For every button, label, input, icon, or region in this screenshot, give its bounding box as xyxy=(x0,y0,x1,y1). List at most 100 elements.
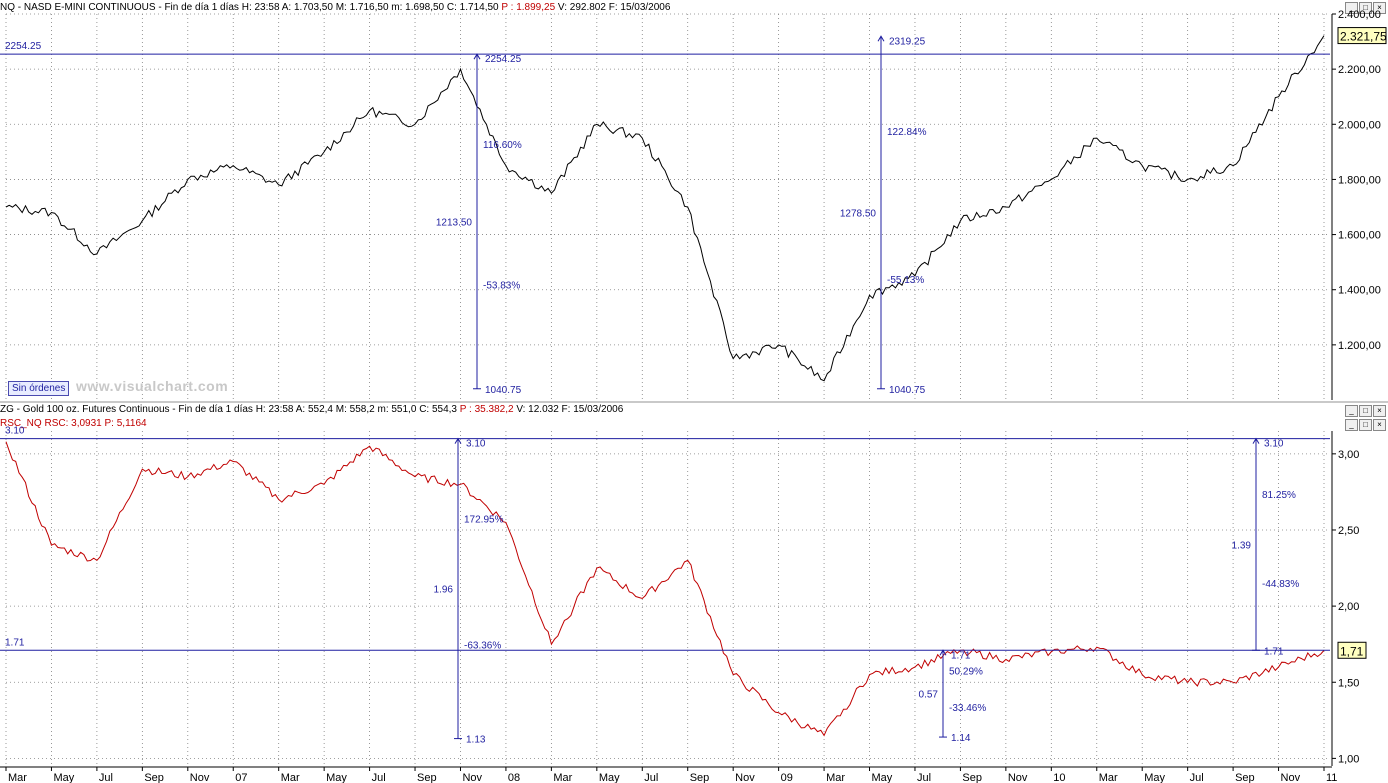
close-button[interactable]: × xyxy=(1373,405,1386,417)
y-tick-label: 1.800,00 xyxy=(1338,174,1381,186)
measure-pct-up: 81.25% xyxy=(1262,490,1296,501)
indicator-p: P: 5,1164 xyxy=(104,418,147,429)
x-tick-label: Sep xyxy=(144,772,164,783)
measure-top-label: 2319.25 xyxy=(889,36,926,47)
minimize-button[interactable]: _ xyxy=(1345,2,1358,14)
bottom-window-buttons: _ □ × xyxy=(1345,405,1386,417)
last-value-label: 1,71 xyxy=(1340,644,1364,658)
x-tick-label: 11 xyxy=(1326,772,1337,783)
top-symbol: NQ - NASD E-MINI CONTINUOUS - Fin de día… xyxy=(0,2,239,13)
measure-bottom-label: 1.14 xyxy=(951,733,971,744)
x-tick-label: Nov xyxy=(190,772,210,783)
measure-pct-down: -33.46% xyxy=(949,703,986,714)
x-tick-label: Sep xyxy=(690,772,710,783)
x-tick-label: 09 xyxy=(781,772,793,783)
x-tick-label: Mar xyxy=(826,772,845,783)
y-tick-label: 1,50 xyxy=(1338,677,1359,689)
close-button[interactable]: × xyxy=(1373,2,1386,14)
bottom-symbol: ZG - Gold 100 oz. Futures Continuous - F… xyxy=(0,404,253,415)
x-tick-label: 08 xyxy=(508,772,520,783)
bottom-mn: m: 551,0 xyxy=(377,404,417,415)
last-value-badge xyxy=(1337,27,1387,45)
measure-pct-up: 122.84% xyxy=(887,127,927,138)
x-tick-label: Mar xyxy=(281,772,300,783)
measure-arrow-top xyxy=(939,649,947,656)
y-tick-label: 2.400,00 xyxy=(1338,9,1381,21)
measure-arrow-top xyxy=(1252,437,1260,444)
last-value-label: 2.321,75 xyxy=(1340,30,1387,44)
x-tick-label: Jul xyxy=(372,772,386,783)
x-tick-label: Nov xyxy=(735,772,755,783)
x-tick-label: 07 xyxy=(235,772,247,783)
level-label: 2254.25 xyxy=(5,41,42,52)
watermark: www.visualchart.com xyxy=(76,378,229,394)
measure-top-label: 3.10 xyxy=(1264,439,1284,450)
measure-top-label: 3.10 xyxy=(466,439,486,450)
top-panel-header: NQ - NASD E-MINI CONTINUOUS - Fin de día… xyxy=(0,1,671,15)
bottom-f: F: 15/03/2006 xyxy=(561,404,624,415)
price-series-line xyxy=(5,35,1325,382)
measure-arrow-top xyxy=(877,35,885,42)
x-tick-label: Sep xyxy=(962,772,982,783)
measure-pct-down: -53.83% xyxy=(483,280,520,291)
x-tick-label: Mar xyxy=(1099,772,1118,783)
y-tick-label: 1.200,00 xyxy=(1338,340,1381,352)
bottom-h: H: 23:58 xyxy=(255,404,294,415)
top-v: V: 292.802 xyxy=(557,2,606,13)
top-m: M: 1.716,50 xyxy=(335,2,389,13)
measure-pct-up: 50.29% xyxy=(949,667,983,678)
x-tick-label: Nov xyxy=(1281,772,1301,783)
measure-range-label: 1.39 xyxy=(1232,540,1252,551)
maximize-button[interactable]: □ xyxy=(1359,405,1372,417)
indicator-header: RSC_NQ RSC: 3,0931 P: 5,1164 xyxy=(0,417,147,431)
bottom-panel-header: ZG - Gold 100 oz. Futures Continuous - F… xyxy=(0,403,624,417)
panel-separator[interactable] xyxy=(0,401,1388,403)
measure-range-label: 0.57 xyxy=(919,690,939,701)
x-tick-label: Nov xyxy=(1008,772,1028,783)
x-tick-label: Jul xyxy=(99,772,113,783)
bottom-c: C: 554,3 xyxy=(419,404,457,415)
x-tick-label: Jul xyxy=(644,772,658,783)
x-tick-label: Jul xyxy=(1190,772,1204,783)
maximize-button[interactable]: □ xyxy=(1359,2,1372,14)
y-tick-label: 1.400,00 xyxy=(1338,285,1381,297)
level-label: 1.71 xyxy=(5,637,25,648)
y-tick-label: 2,50 xyxy=(1338,525,1359,537)
measure-range-label: 1278.50 xyxy=(840,209,877,220)
measure-bottom-label: 1.71 xyxy=(1264,646,1284,657)
y-tick-label: 2.000,00 xyxy=(1338,119,1381,131)
measure-pct-down: -44.83% xyxy=(1262,579,1299,590)
measure-bottom-label: 1040.75 xyxy=(485,385,522,396)
measure-pct-up: 116.60% xyxy=(483,140,522,151)
measure-range-label: 1213.50 xyxy=(436,217,473,228)
measure-range-label: 1.96 xyxy=(434,585,454,596)
x-tick-label: Sep xyxy=(417,772,437,783)
maximize-button[interactable]: □ xyxy=(1359,419,1372,431)
measure-pct-down: -63.36% xyxy=(464,641,501,652)
x-tick-label: May xyxy=(1144,772,1165,783)
x-tick-label: May xyxy=(53,772,74,783)
indicator-value: RSC: 3,0931 xyxy=(44,418,102,429)
indicator-window-buttons: _ □ × xyxy=(1345,419,1386,431)
orders-badge[interactable]: Sin órdenes xyxy=(8,381,70,396)
close-button[interactable]: × xyxy=(1373,419,1386,431)
minimize-button[interactable]: _ xyxy=(1345,419,1358,431)
y-tick-label: 2,00 xyxy=(1338,601,1359,613)
y-tick-label: 3,00 xyxy=(1338,449,1359,461)
top-h: H: 23:58 xyxy=(241,2,280,13)
y-tick-label: 1,00 xyxy=(1338,753,1359,765)
x-tick-label: May xyxy=(599,772,620,783)
indicator-name: RSC_NQ xyxy=(0,418,42,429)
top-window-buttons: _ □ × xyxy=(1345,2,1386,14)
bottom-v: V: 12.032 xyxy=(516,404,559,415)
level-label: 3.10 xyxy=(5,426,25,437)
x-tick-label: Jul xyxy=(917,772,931,783)
y-tick-label: 2.200,00 xyxy=(1338,64,1381,76)
minimize-button[interactable]: _ xyxy=(1345,405,1358,417)
x-tick-label: Nov xyxy=(462,772,482,783)
x-tick-label: May xyxy=(326,772,347,783)
y-tick-label: 1.600,00 xyxy=(1338,230,1381,242)
bottom-p: P : 35.382,2 xyxy=(459,404,514,415)
measure-arrow-top xyxy=(454,437,462,444)
